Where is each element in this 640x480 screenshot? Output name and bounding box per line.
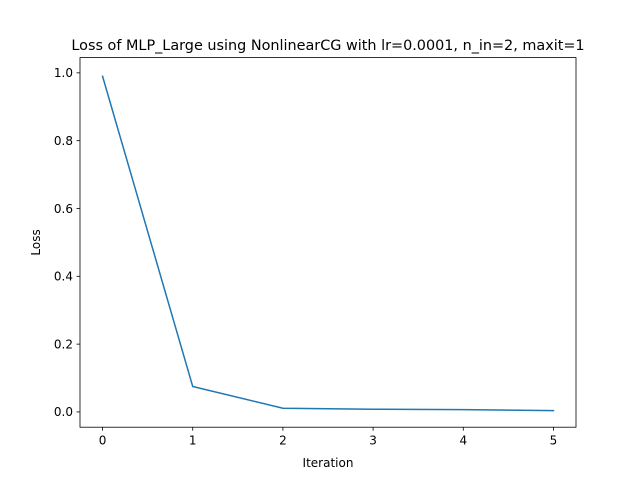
y-tick-label: 0.0 — [54, 405, 73, 419]
y-axis-ticks: 0.0 0.2 0.4 0.6 0.8 1.0 — [54, 66, 80, 419]
axes-frame — [79, 57, 577, 428]
chart-title: Loss of MLP_Large using NonlinearCG with… — [71, 38, 584, 54]
plot-area — [80, 57, 576, 428]
series-line — [101, 75, 555, 412]
series-layer — [101, 75, 555, 412]
x-axis-label: Iteration — [303, 456, 354, 470]
y-axis-label: Loss — [29, 229, 43, 255]
x-tick-label: 1 — [189, 434, 197, 448]
y-tick-label: 0.4 — [54, 270, 73, 284]
x-axis-ticks: 0 1 2 3 4 5 — [99, 427, 558, 448]
y-tick-label: 0.6 — [54, 202, 73, 216]
x-tick-label: 4 — [459, 434, 467, 448]
y-tick-label: 0.8 — [54, 134, 73, 148]
x-tick-label: 2 — [279, 434, 287, 448]
y-tick-label: 0.2 — [54, 337, 73, 351]
x-tick-label: 5 — [550, 434, 558, 448]
x-tick-label: 0 — [99, 434, 107, 448]
x-tick-label: 3 — [369, 434, 377, 448]
y-tick-label: 1.0 — [54, 66, 73, 80]
